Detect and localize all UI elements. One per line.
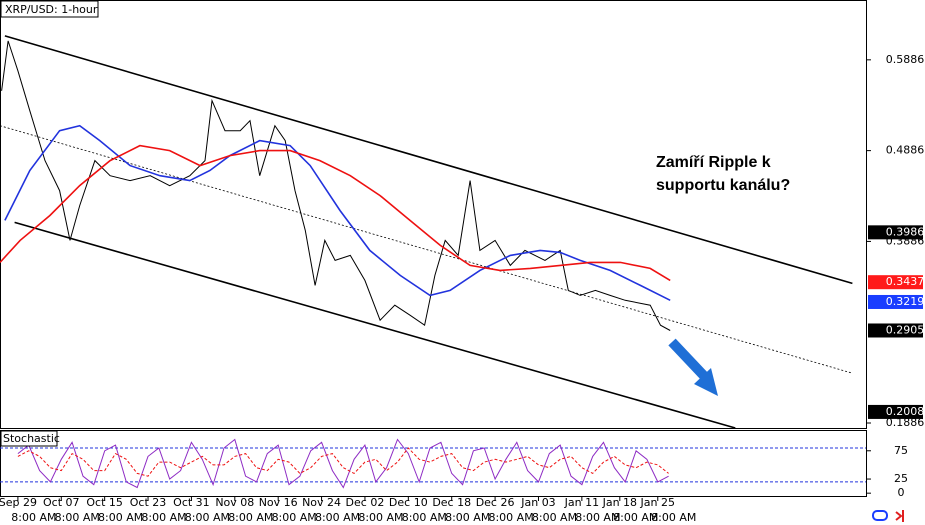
chart-title: XRP/USD: 1-hour — [5, 3, 98, 16]
price-marker-label: 0.2905 — [886, 323, 925, 336]
arrow-head — [694, 368, 718, 396]
x-tick-label: Oct 23 — [130, 496, 167, 509]
x-tick-sublabel: 8:00 AM — [613, 511, 658, 524]
arrow-shaft — [668, 338, 710, 382]
down-arrow — [668, 338, 718, 396]
x-tick-sublabel: 8:00 AM — [315, 511, 360, 524]
x-tick-label: Dec 26 — [476, 496, 515, 509]
x-tick-label: Nov 16 — [259, 496, 298, 509]
stochastic-title-box — [0, 430, 58, 447]
moving-average — [0, 144, 671, 282]
x-tick-label: Nov 24 — [302, 496, 341, 509]
stochastic-panel-frame — [0, 430, 867, 497]
price-marker — [868, 225, 923, 240]
x-tick-sublabel: 8:00 AM — [488, 511, 533, 524]
price-line — [1, 40, 671, 331]
price-marker — [868, 404, 923, 419]
annotation: supportu kanálu? — [656, 177, 790, 194]
x-tick-sublabel: 8:00 AM — [98, 511, 143, 524]
x-tick-sublabel: 8:00 AM — [445, 511, 490, 524]
x-tick-sublabel: 8:00 AM — [141, 511, 186, 524]
x-tick-sublabel: 8:00 AM — [532, 511, 577, 524]
x-tick-label: Jan 25 — [640, 496, 675, 509]
x-tick-label: Dec 10 — [389, 496, 428, 509]
x-tick-label: Jan 18 — [602, 496, 637, 509]
x-tick-label: Oct 07 — [43, 496, 80, 509]
channel-line — [14, 221, 736, 429]
x-tick-sublabel: 8:00 AM — [228, 511, 273, 524]
price-marker — [868, 275, 923, 290]
price-marker-label: 0.3219 — [886, 295, 925, 308]
x-tick-sublabel: 8:00 AM — [651, 511, 696, 524]
y-tick-label: 75 — [894, 444, 908, 457]
channel-line — [4, 35, 853, 285]
y-tick-label: 25 — [894, 472, 908, 485]
x-tick-label: Oct 15 — [86, 496, 123, 509]
x-tick-label: Nov 08 — [215, 496, 254, 509]
title-box — [0, 0, 99, 18]
x-tick-label: Oct 31 — [173, 496, 210, 509]
x-tick-sublabel: 8:00 AM — [358, 511, 403, 524]
stochastic-line — [17, 447, 669, 477]
price-marker — [868, 323, 923, 338]
annotation: Zamíří Ripple k — [656, 154, 771, 171]
price-marker-label: 0.3437 — [886, 275, 925, 288]
stochastic-title: Stochastic — [3, 432, 60, 445]
main-panel-frame — [0, 0, 867, 429]
scroll-icon — [895, 510, 904, 522]
link-icon — [872, 510, 888, 521]
x-tick-label: Dec 18 — [432, 496, 471, 509]
x-tick-sublabel: 8:00 AM — [575, 511, 620, 524]
x-tick-sublabel: 8:00 AM — [11, 511, 56, 524]
y-tick-label: 0.4886 — [886, 144, 925, 157]
price-marker — [868, 294, 923, 309]
corner-icons — [872, 510, 904, 522]
x-tick-sublabel: 8:00 AM — [55, 511, 100, 524]
x-tick-sublabel: 8:00 AM — [272, 511, 317, 524]
y-tick-label: 0.5886 — [886, 53, 925, 66]
x-tick-label: Jan 11 — [564, 496, 599, 509]
x-tick-label: Jan 03 — [520, 496, 555, 509]
y-tick-label: 0 — [898, 486, 905, 499]
plot-layer: 0.58860.48860.38860.18860.39860.34370.32… — [0, 35, 925, 524]
y-tick-label: 0.1886 — [886, 416, 925, 429]
price-marker-label: 0.3986 — [886, 225, 925, 238]
moving-average — [4, 124, 671, 302]
stochastic-line — [17, 438, 669, 489]
x-tick-label: Sep 29 — [0, 496, 37, 509]
price-marker-label: 0.2008 — [886, 405, 925, 418]
x-tick-sublabel: 8:00 AM — [185, 511, 230, 524]
x-tick-label: Dec 02 — [346, 496, 385, 509]
x-tick-sublabel: 8:00 AM — [402, 511, 447, 524]
